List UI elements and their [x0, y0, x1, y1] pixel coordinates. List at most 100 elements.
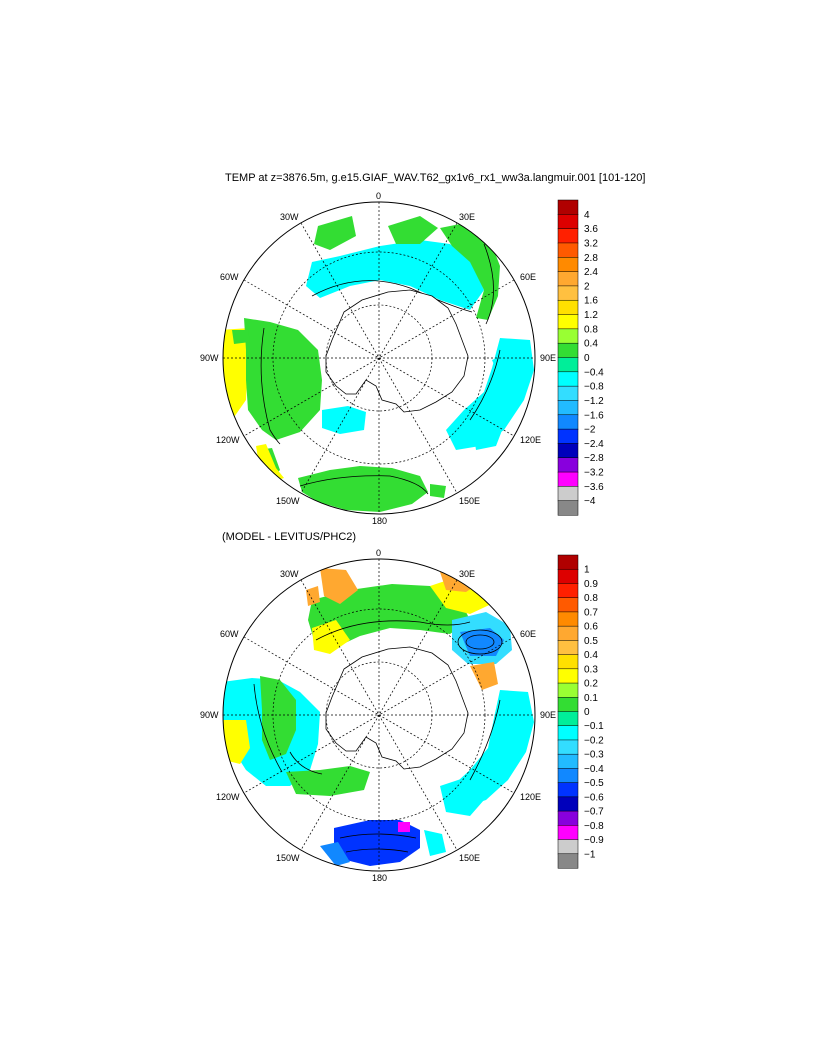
bot-region-mid-blue-south — [320, 842, 350, 866]
top-lon-0: 0 — [376, 191, 381, 201]
bottom-colorbar-swatch — [557, 682, 579, 698]
top-region-green-west-blob — [232, 330, 250, 344]
bot-lon-120e: 120E — [520, 792, 541, 802]
bottom-colorbar-swatch — [557, 597, 579, 613]
bot-region-cyan-se — [440, 776, 484, 816]
top-colorbar-swatch — [557, 257, 579, 273]
top-colorbar-swatch — [557, 199, 579, 215]
top-colorbar-tick-label: −1.2 — [584, 396, 604, 407]
bottom-colorbar-tick-label: 0.1 — [584, 693, 598, 704]
bottom-colorbar-swatch — [557, 753, 579, 769]
top-colorbar-swatch — [557, 471, 579, 487]
top-lon-120w: 120W — [216, 435, 240, 445]
top-colorbar-tick-label: −2.8 — [584, 453, 604, 464]
top-colorbar-tick-label: 0.8 — [584, 324, 598, 335]
bottom-colorbar-swatch — [557, 668, 579, 684]
bottom-colorbar-swatch — [557, 796, 579, 812]
top-map: 0 30E 60E 90E 120E 150E 180 150W 120W 90… — [200, 191, 556, 526]
top-colorbar-swatch — [557, 271, 579, 287]
bottom-colorbar-tick-label: 0.9 — [584, 579, 598, 590]
top-lon-60e: 60E — [520, 272, 536, 282]
bottom-graticule — [223, 559, 535, 871]
bottom-colorbar-swatch — [557, 611, 579, 627]
bottom-colorbar-swatch — [557, 625, 579, 641]
top-colorbar-tick-label: −2.4 — [584, 439, 604, 450]
top-region-cyan-east2 — [470, 400, 506, 450]
top-lon-180: 180 — [372, 516, 387, 526]
bottom-colorbar-tick-label: −0.1 — [584, 721, 604, 732]
top-colorbar: 4 3.6 3.2 2.8 2.4 2 1.6 1.2 0.8 0.4 0 −0.4 −0.8 −1.2 −… — [557, 199, 604, 516]
top-colorbar-tick-label: 1.6 — [584, 296, 598, 307]
top-plot-title: TEMP at z=3876.5m, g.e15.GIAF_WAV.T62_gx… — [225, 172, 646, 184]
top-region-green-north2 — [388, 216, 438, 244]
top-colorbar-swatch — [557, 328, 579, 344]
top-region-green-east-blob — [430, 484, 446, 498]
bottom-colorbar-tick-label: −0.9 — [584, 835, 604, 846]
top-antarctica — [325, 289, 469, 413]
top-graticule — [223, 202, 535, 514]
bot-region-orange-nw2 — [306, 586, 320, 606]
top-colorbar-swatch — [557, 285, 579, 301]
bottom-colorbar-tick-label: 0.8 — [584, 593, 598, 604]
top-region-cyan-blob — [492, 352, 520, 378]
top-colorbar-swatch — [557, 242, 579, 258]
top-colorbar-swatch — [557, 428, 579, 444]
bottom-colorbar-tick-label: 0.6 — [584, 622, 598, 633]
top-region-cyan-north — [306, 240, 484, 310]
top-lon-90w: 90W — [200, 353, 219, 363]
bottom-colorbar-tick-label: 0.4 — [584, 650, 598, 661]
top-colorbar-swatch — [557, 385, 579, 402]
bot-region-magenta-south — [398, 822, 410, 832]
top-colorbar-tick-label: −3.6 — [584, 482, 604, 493]
bot-lon-120w: 120W — [216, 792, 240, 802]
top-colorbar-tick-label: −3.2 — [584, 468, 604, 479]
top-colorbar-tick-label: 0.4 — [584, 339, 598, 350]
bottom-colorbar: 1 0.9 0.8 0.7 0.6 0.5 0.4 0.3 0.2 0.1 0 −0.1 −0.2 −0.… — [557, 554, 604, 869]
top-colorbar-swatch — [557, 357, 579, 373]
top-colorbar-tick-label: −0.8 — [584, 382, 604, 393]
top-lon-30w: 30W — [280, 212, 299, 222]
bottom-colorbar-tick-label: −0.3 — [584, 750, 604, 761]
bottom-field — [223, 568, 534, 866]
top-colorbar-swatch — [557, 500, 579, 516]
bottom-colorbar-swatch — [557, 654, 579, 670]
top-colorbar-swatch — [557, 457, 579, 473]
top-colorbar-tick-label: 3.6 — [584, 224, 598, 235]
top-colorbar-swatch — [557, 228, 579, 244]
bot-lon-90w: 90W — [200, 710, 219, 720]
bottom-colorbar-tick-label: 0.7 — [584, 607, 598, 618]
bottom-colorbar-tick-label: 0 — [584, 707, 590, 718]
top-colorbar-swatch — [557, 486, 579, 502]
bottom-colorbar-swatch — [557, 583, 579, 599]
bottom-colorbar-tick-label: 0.5 — [584, 636, 598, 647]
top-contours — [260, 243, 501, 495]
top-colorbar-tick-label: 3.2 — [584, 238, 598, 249]
bottom-colorbar-swatch — [557, 782, 579, 798]
bottom-colorbar-tick-label: −0.6 — [584, 792, 604, 803]
bottom-colorbar-swatch — [557, 568, 579, 585]
top-colorbar-tick-label: −2 — [584, 425, 596, 436]
bottom-colorbar-swatch — [557, 810, 579, 826]
top-colorbar-tick-label: −0.4 — [584, 367, 604, 378]
bot-region-green-west — [260, 676, 296, 760]
bot-lon-60w: 60W — [220, 629, 239, 639]
bottom-colorbar-swatch — [557, 839, 579, 855]
top-colorbar-swatch — [557, 299, 579, 316]
bot-lon-180: 180 — [372, 873, 387, 883]
bottom-colorbar-tick-label: −0.5 — [584, 778, 604, 789]
bot-lon-150e: 150E — [459, 853, 480, 863]
bot-lon-30e: 30E — [459, 569, 475, 579]
top-lon-150e: 150E — [459, 496, 480, 506]
bottom-colorbar-tick-label: 1 — [584, 565, 590, 576]
bottom-colorbar-swatch — [557, 554, 579, 570]
bottom-colorbar-swatch — [557, 711, 579, 727]
bot-lon-30w: 30W — [280, 569, 299, 579]
top-region-green-west — [244, 318, 322, 440]
bot-region-cyan-south — [424, 830, 446, 856]
top-lon-30e: 30E — [459, 212, 475, 222]
top-colorbar-swatch — [557, 414, 579, 430]
bot-lon-60e: 60E — [520, 629, 536, 639]
bottom-colorbar-swatch — [557, 739, 579, 755]
top-region-green-north — [314, 216, 356, 250]
